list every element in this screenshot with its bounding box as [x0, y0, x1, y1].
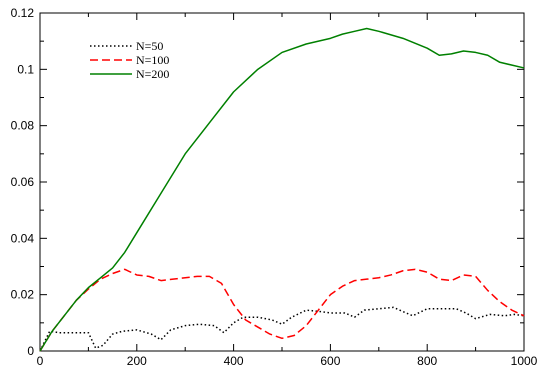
x-tick-label: 800	[417, 354, 437, 368]
series-line-n-50	[39, 306, 525, 352]
y-tick-label: 0.08	[11, 119, 35, 133]
x-tick-label: 200	[127, 354, 147, 368]
plot-frame	[39, 12, 525, 352]
series-line-n-100	[39, 268, 525, 352]
x-tick-label: 400	[224, 354, 244, 368]
x-tick-label: 600	[320, 354, 340, 368]
y-tick-label: 0.12	[11, 6, 35, 20]
x-tick-label: 0	[37, 354, 44, 368]
legend-label: N=100	[136, 53, 169, 67]
y-tick-label: 0	[27, 344, 34, 358]
legend-label: N=50	[136, 39, 163, 53]
x-tick-label: 1000	[511, 354, 538, 368]
series-lines	[39, 27, 525, 352]
y-tick-label: 0.04	[11, 231, 35, 245]
series-line-n-200	[39, 27, 525, 352]
y-tick-label: 0.06	[11, 175, 35, 189]
legend-label: N=200	[136, 67, 169, 81]
y-tick-label: 0.1	[17, 62, 34, 76]
y-tick-label: 0.02	[11, 288, 35, 302]
axes: 0 200 400 600 800 1000 0 0.02 0.04 0.06 0.08 0.1 0.1…	[11, 6, 538, 368]
